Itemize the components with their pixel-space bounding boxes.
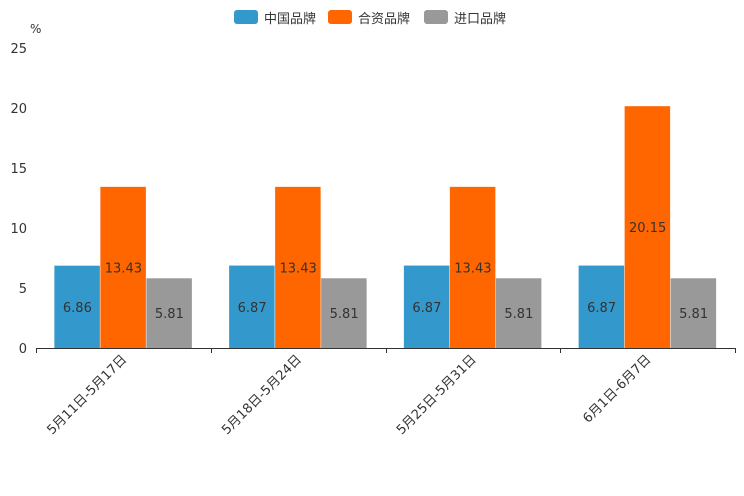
data-label-import-brand-4: 5.81 <box>679 307 708 322</box>
data-label-china-brand-4: 6.87 <box>587 301 616 316</box>
data-label-import-brand-1: 5.81 <box>155 307 184 322</box>
bar-import-brand-1 <box>146 278 192 348</box>
y-axis-unit-label: % <box>30 22 41 36</box>
data-label-jv-brand-4: 20.15 <box>629 221 666 236</box>
y-tick-label: 5 <box>19 282 27 297</box>
bar-import-brand-2 <box>321 278 367 348</box>
legend-label-china-brand: 中国品牌 <box>264 11 317 27</box>
bar-china-brand-3 <box>403 265 450 348</box>
y-tick-label: 25 <box>10 42 27 57</box>
legend-label-import-brand: 进口品牌 <box>454 11 507 27</box>
data-label-china-brand-1: 6.86 <box>63 301 92 316</box>
bar-jv-brand-1 <box>100 186 146 348</box>
legend-swatch-china-brand <box>234 10 258 24</box>
y-tick-label: 10 <box>10 222 27 237</box>
x-tick-label: 5月18日-5月24日 <box>219 352 305 438</box>
bar-jv-brand-2 <box>275 186 321 348</box>
bar-import-brand-3 <box>495 278 542 348</box>
data-label-import-brand-2: 5.81 <box>330 307 359 322</box>
data-label-jv-brand-1: 13.43 <box>105 261 142 276</box>
data-label-china-brand-2: 6.87 <box>238 301 267 316</box>
legend-swatch-jv-brand <box>328 10 352 24</box>
bar-china-brand-1 <box>54 265 100 348</box>
bar-import-brand-4 <box>670 278 717 348</box>
data-label-import-brand-3: 5.81 <box>504 307 533 322</box>
y-axis-ticks: 0 5 10 15 20 25 <box>10 42 27 357</box>
x-tick-label: 5月11日-5月17日 <box>44 352 130 438</box>
y-tick-label: 15 <box>10 162 27 177</box>
chart-legend: 中国品牌 合资品牌 进口品牌 <box>0 7 744 27</box>
data-label-china-brand-3: 6.87 <box>412 301 441 316</box>
bar-china-brand-4 <box>578 265 625 348</box>
legend-label-jv-brand: 合资品牌 <box>358 11 411 27</box>
bar-series-group: 6.86 13.43 5.81 6.87 13.43 5.81 6.87 13.43 5.81 6… <box>54 106 717 348</box>
bar-jv-brand-4 <box>624 106 671 348</box>
x-tick-label: 5月25日-5月31日 <box>394 352 480 438</box>
legend-item-import-brand[interactable]: 进口品牌 <box>424 7 506 27</box>
y-tick-label: 20 <box>10 102 27 117</box>
legend-item-jv-brand[interactable]: 合资品牌 <box>328 7 410 27</box>
bar-jv-brand-3 <box>449 186 496 348</box>
x-axis: 5月11日-5月17日 5月18日-5月24日 5月25日-5月31日 6月1日-6月… <box>36 348 736 438</box>
y-tick-label: 0 <box>19 342 27 357</box>
legend-item-china-brand[interactable]: 中国品牌 <box>234 7 316 27</box>
x-tick-label: 6月1日-6月7日 <box>580 352 654 426</box>
data-label-jv-brand-3: 13.43 <box>454 261 491 276</box>
legend-swatch-import-brand <box>424 10 448 24</box>
bar-china-brand-2 <box>229 265 275 348</box>
data-label-jv-brand-2: 13.43 <box>280 261 317 276</box>
